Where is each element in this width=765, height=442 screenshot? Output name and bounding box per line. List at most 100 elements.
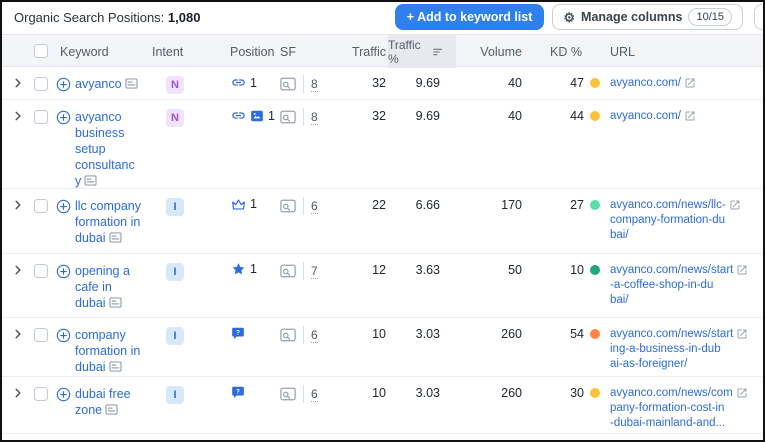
sf-count-link[interactable]: 6 (311, 327, 318, 343)
serp-snapshot-icon[interactable] (108, 297, 122, 308)
serp-snapshot-icon[interactable] (84, 175, 97, 186)
column-header-sf[interactable]: SF (280, 44, 296, 59)
column-header-traffic[interactable]: Traffic (351, 44, 386, 59)
row-checkbox[interactable] (34, 264, 48, 278)
chevron-right-icon (15, 329, 21, 339)
divider (303, 197, 304, 215)
serp-features-icon[interactable] (280, 110, 296, 124)
expand-row-button[interactable] (10, 254, 34, 278)
external-link-icon[interactable] (684, 77, 696, 89)
row-checkbox[interactable] (34, 387, 48, 401)
traffic-pct-value: 9.69 (415, 76, 440, 90)
keyword-link[interactable]: opening a cafe in dubai (75, 264, 130, 310)
traffic-value: 10 (372, 386, 386, 400)
chevron-right-icon (15, 200, 21, 210)
crown-icon (232, 198, 245, 210)
serp-snapshot-icon[interactable] (108, 232, 122, 243)
url-link[interactable]: avyanco.com/news/llc- company-formation-… (610, 199, 726, 241)
results-count: 1,080 (167, 9, 201, 25)
traffic-pct-label: Traffic % (388, 37, 421, 66)
expand-row-button[interactable] (10, 318, 34, 342)
url-link[interactable]: avyanco.com/ (610, 77, 681, 89)
kd-value: 10 (570, 263, 584, 277)
page-title: Organic Search Positions: 1,080 (14, 10, 200, 25)
volume-value: 170 (501, 198, 522, 212)
external-link-icon[interactable] (736, 264, 748, 276)
chevron-right-icon (15, 111, 21, 121)
column-header-volume[interactable]: Volume (480, 44, 522, 59)
serp-snapshot-icon[interactable] (124, 78, 138, 89)
position-value: 1 (268, 108, 275, 123)
sf-count-link[interactable]: 8 (311, 109, 318, 125)
add-keyword-icon[interactable] (56, 387, 71, 402)
position-value: 1 (250, 75, 257, 90)
serp-snapshot-icon[interactable] (105, 404, 118, 415)
url-link[interactable]: avyanco.com/ (610, 110, 681, 122)
sf-count-link[interactable]: 8 (311, 76, 318, 92)
table-header-row: Keyword Intent Position SF Traffic Traff… (0, 34, 765, 68)
column-header-intent[interactable]: Intent (152, 44, 184, 59)
keyword-link[interactable]: avyanco (75, 77, 122, 91)
serp-features-icon[interactable] (280, 328, 296, 342)
kd-difficulty-dot (590, 78, 600, 88)
export-button-partial[interactable] (754, 4, 762, 30)
position-value: 1 (250, 262, 257, 276)
row-checkbox[interactable] (34, 77, 48, 91)
intent-badge: I (166, 198, 184, 216)
serp-features-icon[interactable] (280, 199, 296, 213)
keyword-link[interactable]: llc company formation in dubai (75, 199, 141, 245)
traffic-value: 32 (372, 109, 386, 123)
keyword-link[interactable]: company formation in dubai (75, 328, 141, 374)
select-all-checkbox[interactable] (34, 43, 48, 58)
add-keyword-icon[interactable] (56, 110, 71, 125)
keyword-link[interactable]: avyanco business setup consultanc y (75, 110, 135, 188)
chevron-right-icon (15, 265, 21, 275)
manage-columns-label: Manage columns (581, 10, 683, 24)
traffic-pct-value: 3.03 (415, 327, 440, 341)
add-keyword-icon[interactable] (56, 328, 71, 343)
url-link[interactable]: avyanco.com/news/start -a-coffee-shop-in… (610, 264, 734, 306)
column-header-kd[interactable]: KD % (550, 44, 582, 59)
position-value: 1 (250, 197, 257, 211)
expand-row-button[interactable] (10, 100, 34, 124)
star-icon (232, 263, 245, 275)
row-checkbox[interactable] (34, 199, 48, 213)
add-keyword-icon[interactable] (56, 77, 71, 92)
volume-value: 50 (508, 263, 522, 277)
add-keyword-icon[interactable] (56, 199, 71, 214)
column-header-traffic-pct[interactable]: Traffic % (388, 35, 456, 68)
kd-value: 47 (570, 76, 584, 90)
serp-features-icon[interactable] (280, 264, 296, 278)
manage-columns-button[interactable]: ⚙ Manage columns 10/15 (552, 4, 743, 30)
expand-row-button[interactable] (10, 189, 34, 213)
external-link-icon[interactable] (736, 387, 748, 399)
add-keyword-icon[interactable] (56, 264, 71, 279)
column-header-keyword[interactable]: Keyword (60, 44, 109, 59)
column-header-url[interactable]: URL (610, 44, 636, 59)
question-bubble-icon: ? (232, 386, 244, 398)
url-link[interactable]: avyanco.com/news/start ing-a-business-in… (610, 328, 734, 370)
external-link-icon[interactable] (684, 110, 696, 122)
kd-value: 27 (570, 198, 584, 212)
external-link-icon[interactable] (736, 328, 748, 340)
toolbar-actions: + Add to keyword list ⚙ Manage columns 1… (394, 4, 751, 30)
intent-badge: I (166, 327, 184, 345)
serp-features-icon[interactable] (280, 77, 296, 91)
serp-features-icon[interactable] (280, 387, 296, 401)
expand-row-button[interactable] (10, 67, 34, 91)
row-checkbox[interactable] (34, 110, 48, 124)
table-row: avyanco business setup consultanc y N 1 … (0, 100, 765, 189)
row-checkbox[interactable] (34, 328, 48, 342)
sf-count-link[interactable]: 7 (311, 263, 318, 279)
column-header-position[interactable]: Position (230, 44, 275, 59)
sf-count-link[interactable]: 6 (311, 198, 318, 214)
question-bubble-icon: ? (232, 327, 244, 339)
serp-snapshot-icon[interactable] (108, 361, 122, 372)
traffic-pct-value: 9.69 (415, 109, 440, 123)
expand-row-button[interactable] (10, 377, 34, 401)
keyword-link[interactable]: dubai free zone (75, 387, 131, 417)
sf-count-link[interactable]: 6 (311, 386, 318, 402)
add-to-keyword-list-button[interactable]: + Add to keyword list (394, 4, 545, 30)
external-link-icon[interactable] (729, 199, 741, 211)
url-link[interactable]: avyanco.com/news/com pany-formation-cost… (610, 387, 733, 429)
